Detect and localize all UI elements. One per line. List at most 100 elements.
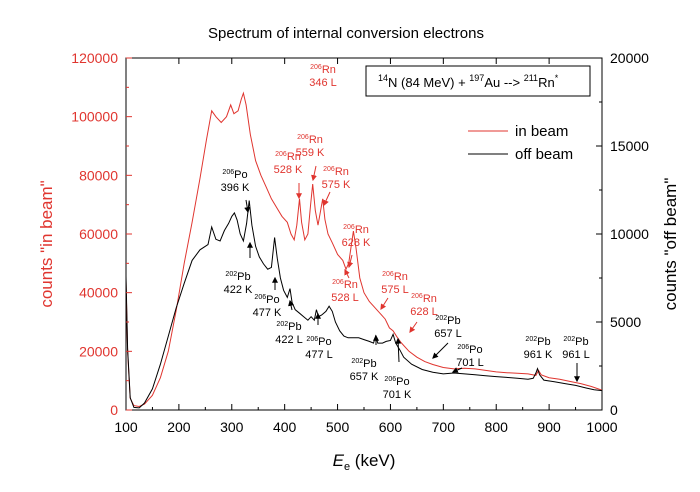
- peak-annotation-energy: 422 K: [224, 284, 253, 296]
- peak-annotation-element: Po: [234, 169, 247, 181]
- peak-annotation-energy: 575 K: [322, 179, 351, 191]
- peak-annotation-arrow: [380, 297, 389, 311]
- peak-annotation-mass: 206: [384, 376, 396, 383]
- x-tick-label: 1000: [586, 419, 617, 435]
- peak-annotation-isotope: 202Pb: [225, 271, 250, 283]
- peak-annotation-energy: 961 L: [562, 349, 590, 361]
- peak-annotation-element: Rn: [394, 271, 408, 283]
- x-axis-label-unit: (keV): [350, 451, 395, 470]
- peak-annotation-element: Rn: [344, 279, 358, 291]
- peak-annotation-mass: 206: [343, 224, 355, 231]
- y-right-tick-label: 0: [610, 402, 618, 418]
- x-tick-label: 300: [220, 419, 244, 435]
- chart-title: Spectrum of internal conversion electron…: [208, 25, 484, 42]
- peak-annotation-energy: 528 L: [331, 292, 359, 304]
- peak-annotation-arrow: [451, 367, 463, 373]
- peak-annotation-isotope: 206Rn: [343, 224, 369, 236]
- peak-annotation-isotope: 202Pb: [435, 315, 460, 327]
- x-tick-label: 100: [114, 419, 138, 435]
- x-axis-label-symbol: E: [333, 451, 345, 470]
- y-left-tick-label: 60000: [79, 226, 118, 242]
- peak-annotation-energy: 575 L: [381, 284, 409, 296]
- peak-annotation-isotope: 206Rn: [332, 279, 358, 291]
- peak-annotation-mass: 202: [435, 315, 447, 322]
- peak-annotation-element: Pb: [363, 358, 376, 370]
- reaction-box: [365, 65, 591, 97]
- peak-annotation-mass: 206: [254, 294, 266, 301]
- peak-annotation-energy: 528 K: [274, 164, 303, 176]
- peak-annotation-mass: 206: [310, 64, 322, 71]
- peak-annotation-energy: 657 L: [434, 328, 462, 340]
- peak-annotation-element: Rn: [423, 293, 437, 305]
- peak-annotation-element: Po: [396, 376, 409, 388]
- y-right-tick-label: 5000: [610, 314, 641, 330]
- peak-annotation-isotope: 206Rn: [275, 151, 301, 163]
- y-axis-left-label: counts "in beam": [37, 180, 56, 307]
- peak-annotation-mass: 206: [222, 169, 234, 176]
- peak-annotation-element: Rn: [355, 224, 369, 236]
- peak-annotation-isotope: 206Po: [254, 294, 279, 306]
- x-tick-label: 800: [485, 419, 509, 435]
- peak-annotation-energy: 701 K: [383, 389, 412, 401]
- peak-annotation-arrow: [347, 254, 354, 269]
- reaction-sup-4: *: [555, 73, 559, 83]
- peak-annotation-arrow: [288, 299, 294, 311]
- peak-annotation-element: Pb: [288, 321, 301, 333]
- peak-annotation-element: Pb: [575, 336, 588, 348]
- reaction-sup-1: 14: [378, 73, 388, 83]
- x-tick-label: 400: [273, 419, 297, 435]
- peak-annotation-element: Rn: [309, 134, 323, 146]
- peak-annotation-isotope: 202Pb: [525, 336, 550, 348]
- peak-annotation-isotope: 206Rn: [382, 271, 408, 283]
- peak-annotation-isotope: 206Rn: [411, 293, 437, 305]
- peak-annotation-arrow: [432, 342, 449, 359]
- peak-annotation-isotope: 202Pb: [351, 358, 376, 370]
- peak-annotation-mass: 202: [351, 358, 363, 365]
- reaction-sup-2: 197: [469, 73, 484, 83]
- peak-annotation-mass: 206: [323, 166, 335, 173]
- peak-annotation-mass: 206: [332, 279, 344, 286]
- peak-annotation-energy: 422 L: [275, 334, 303, 346]
- peak-annotation-mass: 202: [563, 336, 575, 343]
- y-left-tick-label: 20000: [79, 343, 118, 359]
- peak-annotation-energy: 657 K: [350, 371, 379, 383]
- legend: in beam off beam: [468, 123, 573, 163]
- peak-annotation-element: Po: [469, 344, 482, 356]
- peak-annotation-isotope: 202Pb: [276, 321, 301, 333]
- x-tick-label: 700: [432, 419, 456, 435]
- peak-annotation-mass: 206: [411, 293, 423, 300]
- x-tick-label: 200: [167, 419, 191, 435]
- peak-annotation-mass: 202: [225, 271, 237, 278]
- peak-annotation-mass: 202: [276, 321, 288, 328]
- x-tick-label: 500: [326, 419, 350, 435]
- peak-annotation-isotope: 206Rn: [297, 134, 323, 146]
- peak-annotation-mass: 206: [457, 344, 469, 351]
- peak-annotation-energy: 701 L: [456, 357, 484, 369]
- y-right-tick-label: 10000: [610, 226, 649, 242]
- peak-annotation-energy: 396 K: [221, 182, 250, 194]
- peak-annotation-element: Po: [318, 336, 331, 348]
- reaction-text-1: N (84 MeV) +: [388, 75, 469, 90]
- peak-annotation-mass: 206: [297, 134, 309, 141]
- y-right-tick-label: 20000: [610, 50, 649, 66]
- peak-annotation-arrow: [311, 165, 317, 182]
- y-left-tick-label: 40000: [79, 285, 118, 301]
- y-right-tick-label: 15000: [610, 138, 649, 154]
- peak-annotation-element: Rn: [322, 64, 336, 76]
- y-axis-right-label: counts "off beam": [661, 178, 680, 311]
- peak-annotation-isotope: 206Po: [384, 376, 409, 388]
- peak-annotation-element: Pb: [447, 315, 460, 327]
- peak-annotation-energy: 477 L: [305, 349, 333, 361]
